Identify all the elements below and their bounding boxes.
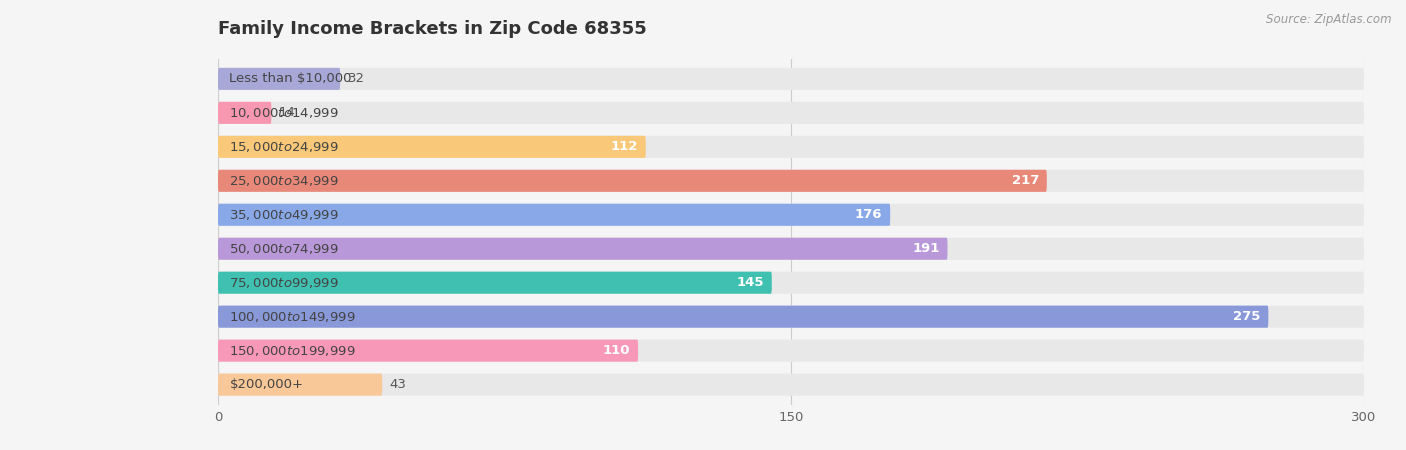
FancyBboxPatch shape <box>218 238 1364 260</box>
FancyBboxPatch shape <box>218 102 271 124</box>
FancyBboxPatch shape <box>218 272 772 294</box>
Text: $100,000 to $149,999: $100,000 to $149,999 <box>229 310 356 324</box>
FancyBboxPatch shape <box>218 340 1364 362</box>
Text: Source: ZipAtlas.com: Source: ZipAtlas.com <box>1267 14 1392 27</box>
FancyBboxPatch shape <box>218 68 1364 90</box>
Text: 275: 275 <box>1233 310 1261 323</box>
FancyBboxPatch shape <box>218 170 1047 192</box>
FancyBboxPatch shape <box>218 238 948 260</box>
Text: 217: 217 <box>1012 174 1039 187</box>
Text: $150,000 to $199,999: $150,000 to $199,999 <box>229 344 356 358</box>
Text: $10,000 to $14,999: $10,000 to $14,999 <box>229 106 339 120</box>
Text: $25,000 to $34,999: $25,000 to $34,999 <box>229 174 339 188</box>
Text: 112: 112 <box>610 140 638 153</box>
FancyBboxPatch shape <box>218 136 645 158</box>
Text: $200,000+: $200,000+ <box>229 378 304 391</box>
FancyBboxPatch shape <box>218 204 890 226</box>
Text: Less than $10,000: Less than $10,000 <box>229 72 352 86</box>
Text: $50,000 to $74,999: $50,000 to $74,999 <box>229 242 339 256</box>
FancyBboxPatch shape <box>218 204 1364 226</box>
FancyBboxPatch shape <box>218 68 340 90</box>
Text: 176: 176 <box>855 208 883 221</box>
FancyBboxPatch shape <box>218 170 1364 192</box>
FancyBboxPatch shape <box>218 306 1268 328</box>
Text: 14: 14 <box>278 106 295 119</box>
FancyBboxPatch shape <box>218 102 1364 124</box>
FancyBboxPatch shape <box>218 272 1364 294</box>
Text: 43: 43 <box>389 378 406 391</box>
Text: 191: 191 <box>912 242 939 255</box>
Text: $35,000 to $49,999: $35,000 to $49,999 <box>229 208 339 222</box>
Text: 110: 110 <box>603 344 630 357</box>
FancyBboxPatch shape <box>218 340 638 362</box>
FancyBboxPatch shape <box>218 306 1364 328</box>
Text: 145: 145 <box>737 276 763 289</box>
FancyBboxPatch shape <box>218 136 1364 158</box>
Text: 32: 32 <box>347 72 364 86</box>
Text: Family Income Brackets in Zip Code 68355: Family Income Brackets in Zip Code 68355 <box>218 20 647 38</box>
Text: $15,000 to $24,999: $15,000 to $24,999 <box>229 140 339 154</box>
Text: $75,000 to $99,999: $75,000 to $99,999 <box>229 276 339 290</box>
FancyBboxPatch shape <box>218 374 382 396</box>
FancyBboxPatch shape <box>218 374 1364 396</box>
